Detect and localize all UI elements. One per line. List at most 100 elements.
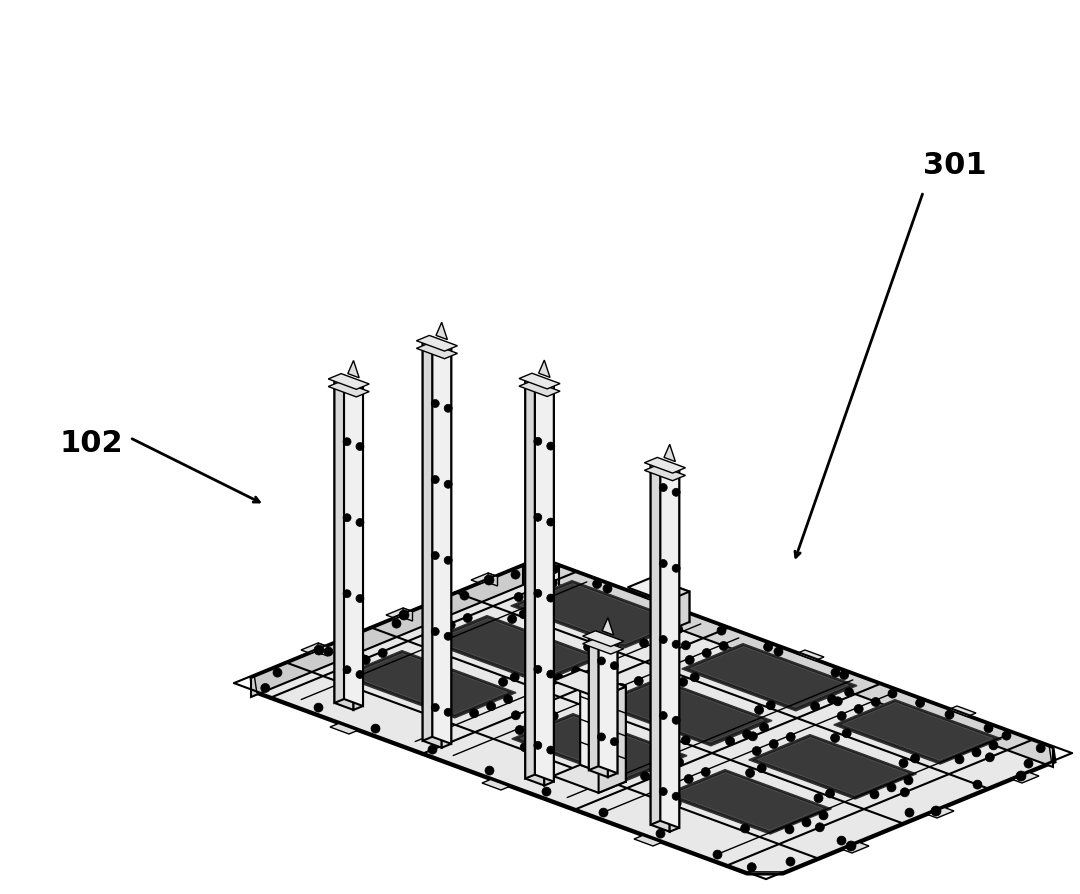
Circle shape [555,674,564,683]
Polygon shape [559,567,1053,767]
Polygon shape [681,644,858,711]
Polygon shape [519,584,677,645]
Polygon shape [335,376,363,387]
Circle shape [571,667,581,676]
Polygon shape [512,713,687,781]
Circle shape [899,759,908,768]
Circle shape [487,702,496,711]
Polygon shape [673,772,823,831]
Circle shape [786,857,795,866]
Polygon shape [544,384,554,786]
Circle shape [681,641,690,650]
Circle shape [534,590,542,598]
Circle shape [610,662,619,670]
Polygon shape [345,376,363,706]
Polygon shape [597,679,772,746]
Circle shape [470,709,478,718]
Circle shape [726,737,734,746]
Polygon shape [582,631,623,646]
Polygon shape [608,640,618,777]
Circle shape [755,705,764,714]
Polygon shape [251,567,523,697]
Circle shape [431,704,440,712]
Polygon shape [664,445,675,462]
Circle shape [519,610,528,619]
Circle shape [672,716,680,724]
Circle shape [550,565,558,574]
Circle shape [659,560,667,568]
Circle shape [378,649,388,658]
Circle shape [701,768,711,777]
Polygon shape [525,376,535,779]
Circle shape [846,841,856,851]
Circle shape [521,743,529,752]
Polygon shape [348,361,360,378]
Circle shape [356,595,364,603]
Circle shape [610,738,619,746]
Circle shape [685,656,694,665]
Polygon shape [403,608,413,621]
Circle shape [640,772,649,780]
Circle shape [904,776,913,785]
Polygon shape [353,384,363,710]
Circle shape [596,676,605,685]
Circle shape [672,565,680,573]
Circle shape [444,405,453,413]
Circle shape [657,632,665,641]
Circle shape [546,519,555,527]
Circle shape [757,763,766,772]
Circle shape [815,822,824,832]
Circle shape [444,557,453,565]
Circle shape [819,811,828,820]
Polygon shape [482,780,510,790]
Circle shape [594,713,603,721]
Circle shape [343,590,351,598]
Polygon shape [432,339,451,744]
Circle shape [747,863,756,872]
Circle shape [845,687,853,697]
Polygon shape [386,608,413,619]
Polygon shape [488,573,498,586]
Polygon shape [650,460,660,825]
Circle shape [674,625,683,634]
Polygon shape [589,637,608,777]
Circle shape [659,712,667,720]
Circle shape [597,657,606,665]
Polygon shape [645,595,672,605]
Circle shape [422,650,432,659]
Circle shape [888,689,897,698]
Circle shape [314,704,323,713]
Circle shape [639,639,649,648]
Polygon shape [757,738,908,796]
Polygon shape [442,345,451,748]
Circle shape [1036,744,1045,753]
Circle shape [690,673,699,682]
Circle shape [973,780,982,789]
Circle shape [985,753,995,762]
Circle shape [361,656,370,665]
Polygon shape [651,578,689,622]
Polygon shape [650,464,670,831]
Circle shape [685,774,693,784]
Circle shape [1024,759,1032,768]
Polygon shape [422,342,442,748]
Circle shape [745,769,755,778]
Polygon shape [539,360,550,378]
Polygon shape [335,381,353,710]
Circle shape [444,633,453,641]
Circle shape [546,746,555,755]
Circle shape [600,691,609,700]
Polygon shape [650,460,679,471]
Polygon shape [842,842,869,853]
Polygon shape [422,339,432,741]
Circle shape [596,771,605,780]
Polygon shape [645,466,686,481]
Circle shape [343,438,351,446]
Polygon shape [328,375,369,390]
Circle shape [916,699,924,708]
Circle shape [905,808,914,817]
Polygon shape [665,592,689,632]
Polygon shape [553,670,625,698]
Polygon shape [948,706,976,717]
Circle shape [741,824,750,833]
